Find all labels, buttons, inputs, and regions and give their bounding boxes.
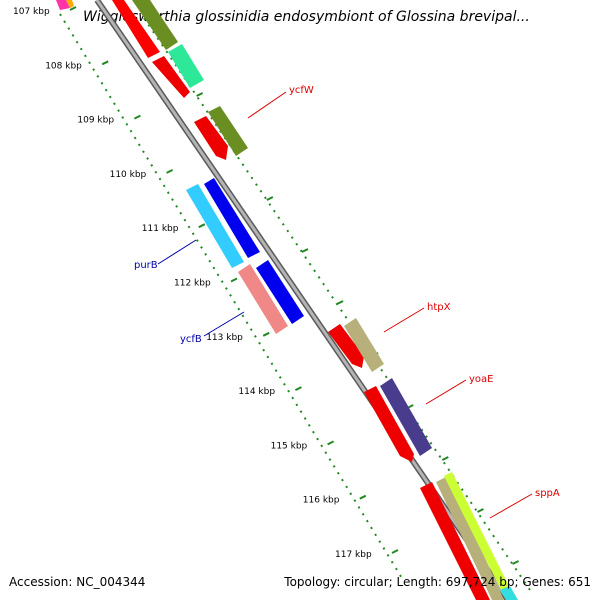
feature-red-htpX[interactable] <box>328 324 364 368</box>
feature-pink-corner[interactable] <box>56 0 70 10</box>
tick-mark-inner <box>441 456 449 461</box>
feature-khaki-sppA[interactable] <box>436 476 504 600</box>
tick-mark <box>359 494 367 500</box>
tick-mark-inner <box>301 248 309 253</box>
tick-labels: 107 kbp 108 kbp 109 kbp 110 kbp 111 kbp 112 k… <box>13 7 372 560</box>
feature-red-108[interactable] <box>152 56 190 98</box>
tick-mark <box>230 277 238 283</box>
gene-labels: ycfW purB ycfB htpX yoaE sppA <box>134 85 560 499</box>
feature-top-green[interactable] <box>168 44 204 88</box>
tick-mark <box>327 440 335 446</box>
leader-htpX <box>383 307 425 333</box>
gene-label-yoaE[interactable]: yoaE <box>469 374 493 385</box>
topology-summary: Topology: circular; Length: 697,724 bp; … <box>284 575 591 589</box>
feature-red-yoaE[interactable] <box>364 386 414 462</box>
feature-pink-ycfB[interactable] <box>238 264 288 334</box>
tick-mark <box>133 114 141 120</box>
feature-orange-corner[interactable] <box>66 0 74 8</box>
tick-label: 111 kbp <box>142 224 179 234</box>
tick-mark <box>198 223 206 229</box>
feature-blue-111[interactable] <box>204 178 260 258</box>
gene-label-htpX[interactable]: htpX <box>427 302 451 313</box>
feature-top-red[interactable] <box>112 0 160 58</box>
gene-label-ycfB[interactable]: ycfB <box>180 334 202 345</box>
gene-label-ycfW[interactable]: ycfW <box>289 85 314 96</box>
leader-sppA <box>489 493 533 519</box>
tick-mark <box>391 549 399 554</box>
tick-rail-inner <box>143 17 531 591</box>
tick-mark-inner <box>477 508 484 513</box>
tick-label: 116 kbp <box>303 496 340 506</box>
feature-top-olive[interactable] <box>132 0 178 50</box>
tick-label: 108 kbp <box>45 61 82 71</box>
gene-label-purB[interactable]: purB <box>134 260 158 271</box>
feature-blocks <box>56 0 518 600</box>
accession-text: Accession: NC_004344 <box>9 575 146 589</box>
tick-mark <box>262 331 270 337</box>
tick-label: 115 kbp <box>271 441 308 451</box>
tick-mark-inner <box>512 560 519 565</box>
feature-blue-112[interactable] <box>256 260 304 324</box>
leader-purB <box>157 239 197 265</box>
tick-label: 114 kbp <box>238 387 275 397</box>
feature-khaki-htpX[interactable] <box>344 318 384 372</box>
tick-mark <box>101 60 109 66</box>
feature-cyan-purB[interactable] <box>186 184 244 268</box>
gene-label-sppA[interactable]: sppA <box>535 488 560 499</box>
feature-purple-yoaE[interactable] <box>380 378 432 456</box>
tick-label: 113 kbp <box>206 333 243 343</box>
leader-ycfB <box>203 311 245 337</box>
feature-red-109[interactable] <box>194 116 228 160</box>
tick-mark-inner <box>196 92 204 97</box>
map-title: Wigglesworthia glossinidia endosymbiont … <box>83 9 530 25</box>
tick-label: 117 kbp <box>335 550 372 560</box>
feature-cyan-bottom[interactable] <box>500 586 518 600</box>
tick-mark <box>69 6 77 11</box>
feature-red-sppA[interactable] <box>420 482 490 600</box>
tick-mark-inner <box>266 196 274 201</box>
tick-mark-inner <box>336 300 344 305</box>
leader-yoaE <box>425 379 467 405</box>
tick-rail-outer <box>59 13 404 581</box>
feature-olive-ycfW[interactable] <box>208 106 248 156</box>
tick-mark <box>294 386 302 391</box>
tick-label: 112 kbp <box>174 279 211 289</box>
gene-leader-lines <box>157 91 533 519</box>
tick-label: 110 kbp <box>110 170 147 180</box>
tick-label: 109 kbp <box>77 116 114 126</box>
feature-lime-sppA[interactable] <box>444 472 516 600</box>
tick-mark <box>166 169 174 174</box>
leader-ycfW <box>247 91 287 119</box>
tick-label: 107 kbp <box>13 7 50 17</box>
